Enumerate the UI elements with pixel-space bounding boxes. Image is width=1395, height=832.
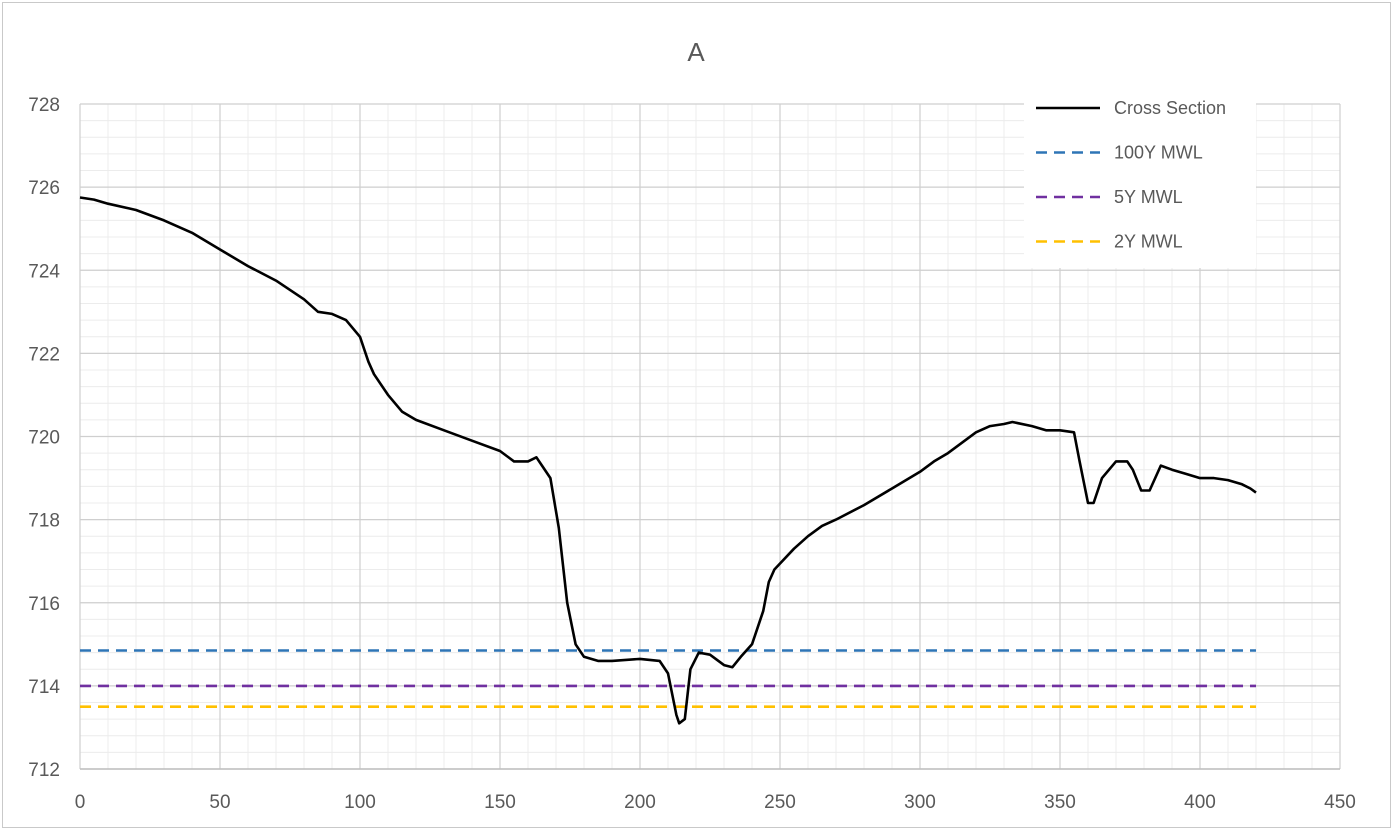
x-tick-label: 250	[764, 792, 796, 813]
y-tick-label: 724	[28, 261, 60, 282]
x-tick-label: 400	[1184, 792, 1216, 813]
x-tick-label: 150	[484, 792, 516, 813]
y-tick-label: 716	[28, 594, 60, 615]
legend-label: 2Y MWL	[1114, 232, 1183, 252]
x-tick-label: 0	[75, 792, 86, 813]
x-tick-label: 300	[904, 792, 936, 813]
x-tick-label: 100	[344, 792, 376, 813]
x-tick-label: 450	[1324, 792, 1356, 813]
series-layer	[79, 196, 1257, 725]
legend-label: 5Y MWL	[1114, 187, 1183, 207]
x-tick-label: 350	[1044, 792, 1076, 813]
y-axis: 712 714 716 718 720 722 724 726 728	[28, 95, 60, 781]
legend-label: 100Y MWL	[1114, 143, 1203, 163]
y-tick-label: 712	[28, 760, 60, 781]
chart-title: A	[687, 37, 705, 67]
x-axis: 0 50 100 150 200 250 300 350 400 450	[75, 768, 1356, 813]
series-line-cross-section	[79, 196, 1257, 725]
legend: Cross Section 100Y MWL 5Y MWL 2Y MWL	[1024, 86, 1256, 268]
y-tick-label: 728	[28, 95, 60, 116]
y-tick-label: 726	[28, 178, 60, 199]
x-tick-label: 50	[209, 792, 230, 813]
legend-label: Cross Section	[1114, 98, 1226, 118]
legend-box	[1024, 86, 1256, 268]
y-tick-label: 720	[28, 428, 60, 449]
y-tick-label: 714	[28, 677, 60, 698]
x-tick-label: 200	[624, 792, 656, 813]
y-tick-label: 718	[28, 511, 60, 532]
y-tick-label: 722	[28, 344, 60, 365]
